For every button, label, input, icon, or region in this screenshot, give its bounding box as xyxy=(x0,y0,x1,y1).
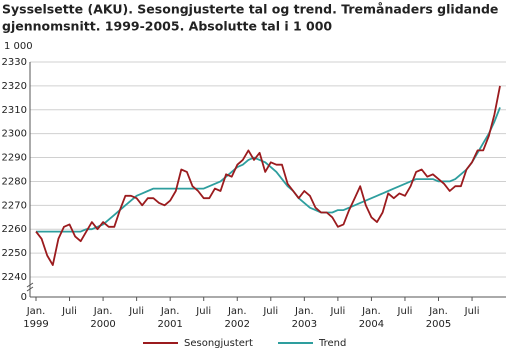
x-tick-label: Juli xyxy=(262,306,278,317)
x-tick-label: Juli xyxy=(329,306,345,317)
y-tick-label: 2270 xyxy=(2,200,27,211)
y-tick-label: 2280 xyxy=(2,176,27,187)
axis-break xyxy=(26,282,34,288)
x-year-label: 2002 xyxy=(225,319,250,330)
y-tick-label: 2260 xyxy=(2,224,27,235)
x-tick-label: Jan. xyxy=(227,306,247,317)
y-unit: 1 000 xyxy=(4,41,33,52)
legend-label: Trend xyxy=(318,338,346,349)
chart-title: gjennomsnitt. 1999-2005. Absolutte tal i… xyxy=(2,19,332,34)
x-tick-label: Jan. xyxy=(93,306,113,317)
axis-break xyxy=(26,286,34,292)
x-year-label: 2000 xyxy=(90,319,115,330)
y-tick-label: 2330 xyxy=(2,57,27,68)
x-tick-label: Jan. xyxy=(160,306,180,317)
x-tick-label: Juli xyxy=(61,306,77,317)
x-tick-label: Juli xyxy=(464,306,480,317)
x-tick-label: Juli xyxy=(195,306,211,317)
x-tick-label: Juli xyxy=(128,306,144,317)
chart-title: Sysselsette (AKU). Sesongjusterte tal og… xyxy=(2,2,498,17)
x-tick-label: Juli xyxy=(397,306,413,317)
y-tick-label: 2320 xyxy=(2,81,27,92)
x-tick-label: Jan. xyxy=(361,306,381,317)
x-year-label: 1999 xyxy=(23,319,48,330)
y-tick-label: 2310 xyxy=(2,105,27,116)
x-tick-label: Jan. xyxy=(428,306,448,317)
series-line xyxy=(36,107,501,233)
x-tick-label: Jan. xyxy=(26,306,46,317)
legend-label: Sesongjustert xyxy=(184,338,253,349)
y-tick-label: 2300 xyxy=(2,129,27,140)
series-line xyxy=(35,85,501,266)
x-year-label: 2005 xyxy=(426,319,451,330)
y-tick-label: 2240 xyxy=(2,272,27,283)
y-break-label: 0 xyxy=(21,292,27,303)
x-year-label: 2001 xyxy=(157,319,182,330)
x-year-label: 2004 xyxy=(359,319,384,330)
y-tick-label: 2290 xyxy=(2,153,27,164)
y-tick-label: 2250 xyxy=(2,248,27,259)
x-year-label: 2003 xyxy=(292,319,317,330)
x-tick-label: Jan. xyxy=(294,306,314,317)
